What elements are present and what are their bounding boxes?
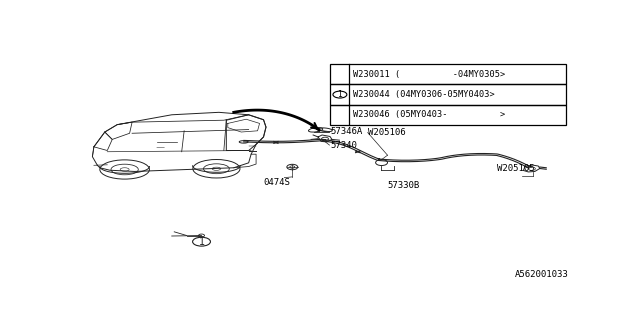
Text: W205105: W205105 <box>497 164 534 173</box>
Bar <box>330 64 566 84</box>
Text: W230044 (04MY0306-05MY0403>: W230044 (04MY0306-05MY0403> <box>353 90 495 99</box>
Text: W230046 (05MY0403-          >: W230046 (05MY0403- > <box>353 110 506 119</box>
Text: W230011 (          -04MY0305>: W230011 ( -04MY0305> <box>353 70 506 79</box>
Text: 0474S: 0474S <box>264 178 291 187</box>
Bar <box>330 84 566 105</box>
Text: 57340: 57340 <box>330 141 357 150</box>
Text: 57346A: 57346A <box>330 127 363 136</box>
Text: 1: 1 <box>337 90 342 99</box>
Text: 57330B: 57330B <box>388 180 420 189</box>
Bar <box>330 105 566 125</box>
Text: 1: 1 <box>198 237 205 247</box>
Text: A562001033: A562001033 <box>515 270 568 279</box>
Text: W205106: W205106 <box>367 128 405 137</box>
